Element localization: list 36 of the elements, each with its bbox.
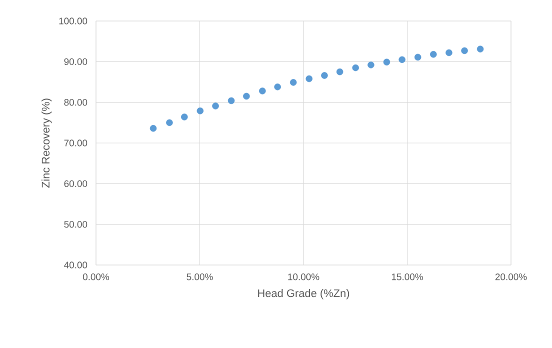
y-axis-title: Zinc Recovery (%) (42, 98, 52, 188)
point (368, 62, 374, 68)
point (290, 79, 297, 86)
point (414, 54, 422, 61)
point (228, 97, 235, 104)
point (352, 64, 359, 72)
x-axis-title: Head Grade (%Zn) (258, 289, 350, 300)
point (461, 47, 468, 54)
y-tick-label: 100.00 (59, 18, 88, 24)
point (243, 92, 250, 100)
y-tick-label: 80.00 (64, 98, 88, 106)
point (212, 102, 219, 110)
point (306, 75, 312, 82)
point (196, 107, 204, 114)
point (383, 58, 390, 66)
y-tick-label: 60.00 (64, 180, 88, 188)
x-tick-label: 20.00% (495, 274, 527, 280)
x-tick-label: 10.00% (288, 274, 320, 280)
point (476, 46, 484, 52)
point (446, 49, 452, 56)
point (150, 124, 157, 132)
point (274, 83, 281, 90)
point (336, 68, 344, 76)
y-tick-label: 40.00 (64, 262, 88, 268)
point (166, 119, 173, 126)
y-tick-label: 50.00 (64, 220, 88, 228)
point (398, 56, 406, 64)
x-tick-label: 15.00% (392, 274, 423, 280)
x-tick-label: 0.00% (82, 274, 110, 280)
point (181, 114, 188, 120)
point (430, 50, 437, 58)
point (321, 72, 328, 79)
x-tick-label: 5.00% (186, 274, 213, 280)
y-tick-label: 90.00 (64, 58, 88, 66)
y-tick-label: 70.00 (64, 140, 88, 146)
point (259, 88, 266, 94)
